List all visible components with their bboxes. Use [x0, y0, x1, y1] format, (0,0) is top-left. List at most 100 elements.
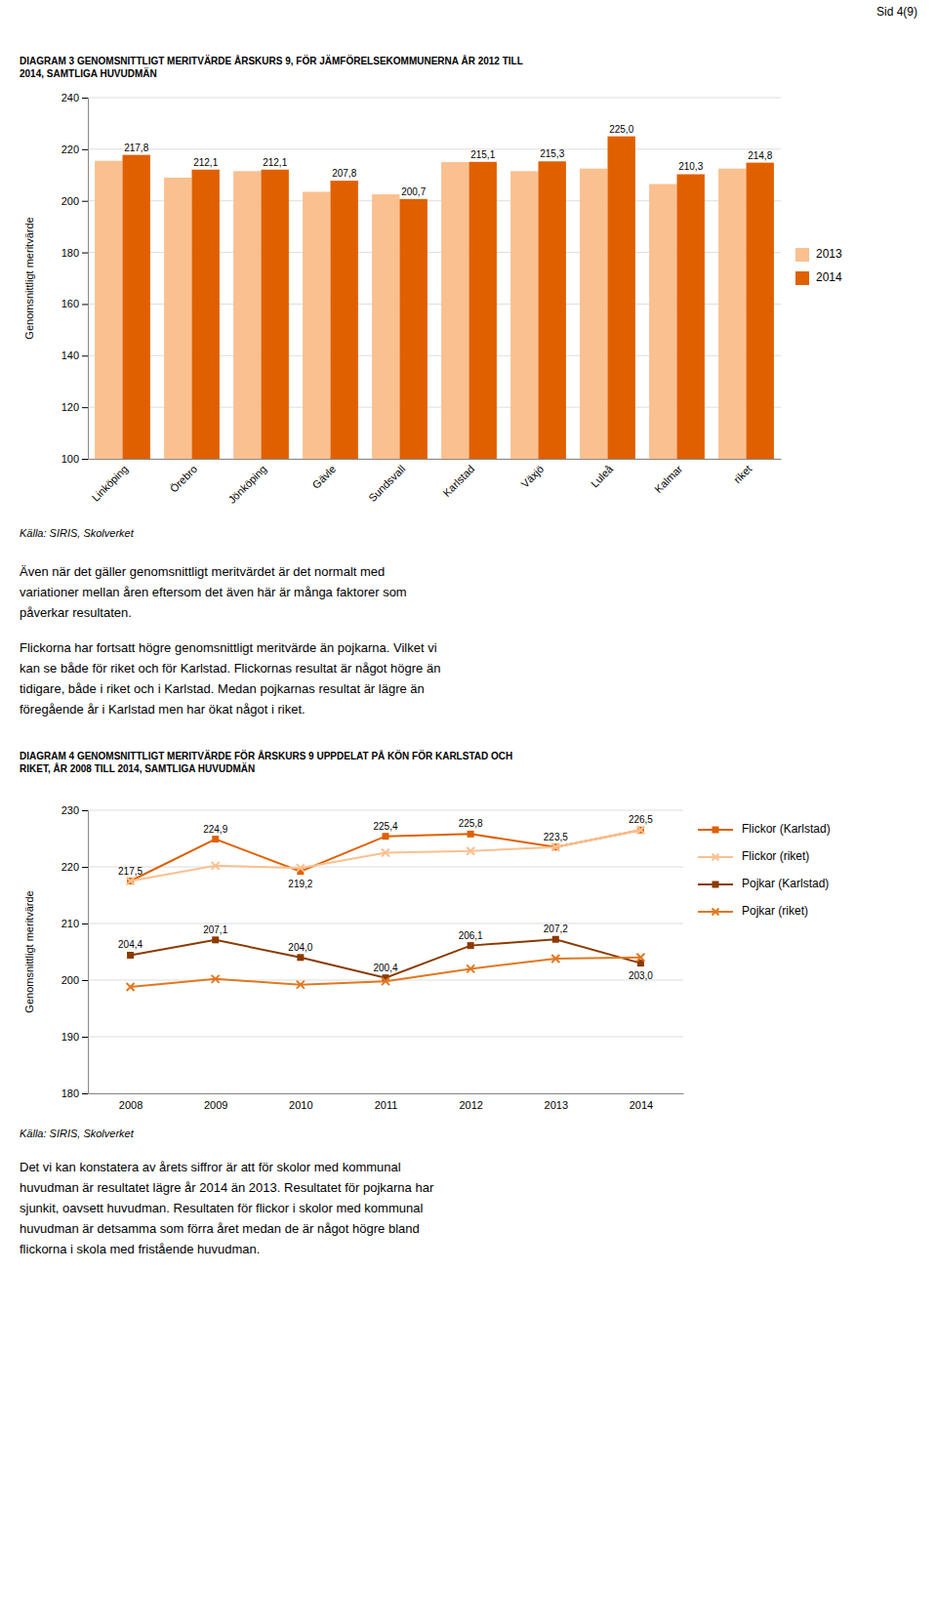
- tick: 190: [61, 1030, 88, 1043]
- paragraph-line: sjunkit, oavsett huvudman. Resultaten fö…: [19, 1200, 423, 1216]
- tick: Luleå: [588, 458, 616, 490]
- legend-label: Flickor (Karlstad): [741, 821, 831, 836]
- grid-line: [87, 810, 684, 812]
- data-label: 207,8: [331, 167, 357, 179]
- point: [381, 977, 390, 985]
- tick-label: 180: [61, 1087, 80, 1100]
- point: [382, 832, 390, 840]
- data-label: 214,8: [747, 150, 773, 162]
- grid-line: [87, 97, 781, 99]
- paragraph-line: tidigare, både i riket och i Karlstad. M…: [19, 681, 425, 696]
- bar: [608, 136, 636, 459]
- line: [130, 829, 642, 881]
- point: [466, 964, 475, 973]
- data-labels: 217,8212,1212,1207,8200,7215,1215,3225,0…: [123, 123, 773, 198]
- tick: 2008: [119, 1093, 143, 1111]
- page: Sid 4(9)DIAGRAM 3 GENOMSNITTLIGT MERITVÄ…: [0, 0, 937, 1600]
- tick-label: 100: [61, 452, 80, 465]
- point: [296, 980, 305, 989]
- data-label: 225,8: [458, 817, 484, 829]
- axis-line: [88, 458, 782, 460]
- tick-label: 220: [61, 143, 80, 156]
- bar: [510, 170, 538, 459]
- data-label: 212,1: [262, 157, 287, 168]
- x-axis: LinköpingÖrebroJönköpingGävleSundsvallKa…: [88, 458, 782, 506]
- tick-label: Gävle: [310, 462, 339, 491]
- point: [126, 951, 134, 959]
- tick: Kalmar: [651, 458, 685, 495]
- data-label: 226,5: [628, 814, 653, 825]
- data-label: 207,1: [203, 924, 228, 936]
- data-label: 207,2: [543, 923, 569, 935]
- data-label: 225,0: [609, 123, 634, 135]
- x-axis: 2008200920102011201220132014: [88, 1093, 685, 1111]
- point: [636, 825, 645, 834]
- tick-label: 2012: [458, 1099, 483, 1111]
- tick-label: 2008: [119, 1099, 143, 1111]
- tick-mark: [81, 201, 88, 203]
- point: [126, 877, 135, 886]
- tick-mark: [81, 355, 88, 357]
- paragraph-line: Flickorna har fortsatt högre genomsnittl…: [19, 640, 438, 655]
- data-label: 217,8: [123, 142, 149, 154]
- bar: [122, 155, 151, 459]
- data-label: 215,1: [470, 149, 495, 161]
- tick: 120: [61, 401, 88, 413]
- bar: [330, 180, 359, 459]
- paragraph-line: påverkar resultaten.: [19, 605, 132, 620]
- data-label: 200,7: [401, 186, 426, 198]
- point: [296, 953, 304, 961]
- bar: [192, 169, 220, 459]
- tick-label: 140: [61, 349, 80, 362]
- tick: 220: [61, 860, 88, 873]
- tick: 100: [61, 452, 88, 465]
- point: [467, 830, 475, 838]
- legend-marker: [712, 881, 720, 889]
- bar: [538, 161, 567, 459]
- paragraph-line: Även när det gäller genomsnittligt merit…: [19, 564, 385, 579]
- data-label: 215,3: [539, 148, 565, 160]
- tick-label: Örebro: [167, 462, 201, 495]
- tick-label: Karlstad: [440, 462, 477, 499]
- data-label: 206,1: [458, 930, 484, 941]
- chart: 217,8212,1212,1207,8200,7215,1215,3225,0…: [23, 91, 843, 717]
- point: [381, 849, 390, 857]
- legend-swatch: [795, 271, 810, 286]
- tick: 160: [61, 297, 88, 310]
- data-labels: 217,5224,9219,2225,4225,8223,5226,5204,4…: [118, 814, 653, 980]
- tick-mark: [81, 149, 88, 151]
- axis-line: [81, 98, 89, 460]
- y-axis-title: Genomsnittligt meritvärde: [23, 216, 36, 339]
- data-label: 225,4: [372, 820, 398, 832]
- tick-mark: [81, 979, 88, 981]
- point: [211, 975, 220, 983]
- data-label: 203,0: [628, 970, 653, 981]
- data-label: 210,3: [678, 161, 703, 172]
- bar: [718, 168, 746, 459]
- data-label: 217,5: [118, 865, 143, 877]
- tick-mark: [81, 407, 88, 408]
- data-label: 204,4: [118, 938, 143, 950]
- legend-marker: [712, 908, 720, 916]
- legend-label: Flickor (riket): [741, 849, 810, 863]
- tick-label: Luleå: [588, 461, 616, 489]
- tick-mark: [81, 252, 88, 254]
- point: [551, 954, 560, 963]
- tick-label: Växjö: [518, 462, 546, 490]
- grid-line: [87, 923, 684, 925]
- point: [636, 953, 645, 962]
- tick-label: 2010: [288, 1099, 313, 1111]
- tick-label: 190: [61, 1030, 80, 1043]
- tick-mark: [81, 303, 88, 305]
- tick-label: 2009: [203, 1099, 228, 1111]
- tick: 2012: [458, 1093, 483, 1111]
- tick-label: 120: [61, 401, 80, 413]
- tick-mark: [81, 458, 88, 460]
- tick-label: riket: [731, 462, 754, 486]
- chart-title: RIKET, ÅR 2008 TILL 2014, SAMTLIGA HUVUD…: [19, 762, 255, 775]
- bar: [302, 191, 330, 459]
- legend-label: Pojkar (Karlstad): [741, 876, 829, 891]
- grid-line: [87, 1036, 684, 1038]
- axis-line: [88, 1093, 685, 1095]
- point: [211, 835, 219, 843]
